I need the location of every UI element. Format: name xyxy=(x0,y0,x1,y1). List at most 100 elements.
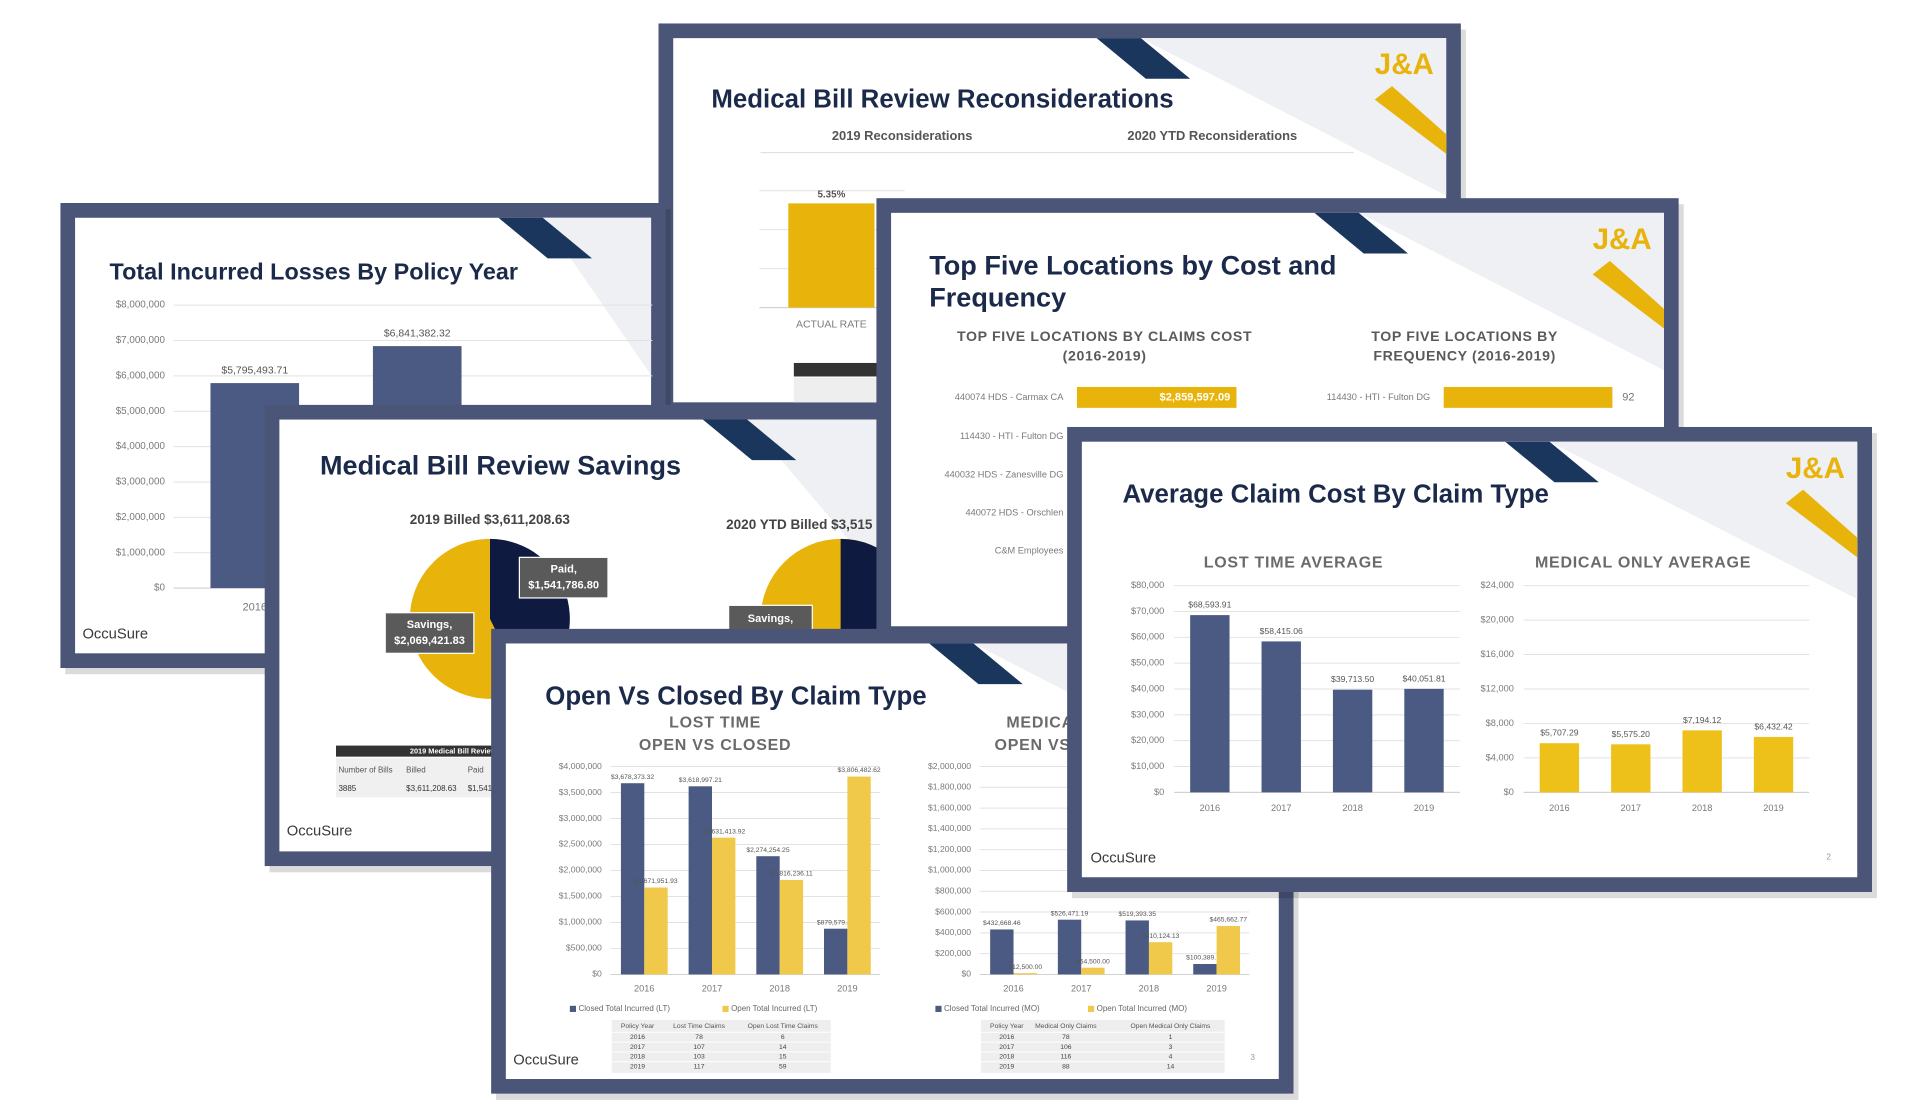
table-cell: 78 xyxy=(695,1034,703,1041)
legend-label: Open Total Incurred (MO) xyxy=(1097,1004,1188,1013)
x-tick-label: 2019 xyxy=(1206,984,1227,994)
bar xyxy=(1081,967,1105,975)
pie-label: Paid, xyxy=(550,564,576,576)
x-tick-label: 2016 xyxy=(242,602,267,614)
table-cell: 2019 xyxy=(630,1063,645,1070)
y-tick-label: $2,500,000 xyxy=(559,839,602,849)
data-label: $465,662.77 xyxy=(1210,917,1248,924)
y-tick-label: $4,000,000 xyxy=(559,761,602,771)
y-tick-label: 114430 - HTI - Fulton DG xyxy=(1327,392,1430,402)
chart-title: MEDICAL ONLY AVERAGE xyxy=(1535,555,1751,572)
bar xyxy=(1013,973,1037,975)
y-tick-label: 440032 HDS - Zanesville DG xyxy=(944,469,1063,479)
data-label: $39,713.50 xyxy=(1331,674,1374,684)
legend-swatch xyxy=(722,1005,729,1012)
y-tick-label: $0 xyxy=(1154,787,1164,797)
y-tick-label: $1,800,000 xyxy=(928,782,971,792)
table-cell: 78 xyxy=(1062,1034,1070,1041)
table-header: Open Medical Only Claims xyxy=(1131,1023,1212,1030)
data-label: $1,816,236.11 xyxy=(770,871,813,878)
table-cell: 116 xyxy=(1060,1054,1071,1061)
y-tick-label: $5,000,000 xyxy=(116,406,166,417)
legend-label: Closed Total Incurred (LT) xyxy=(578,1004,670,1013)
x-tick-label: ACTUAL RATE xyxy=(796,320,867,331)
data-label: $879,579.47 xyxy=(817,919,855,926)
y-tick-label: $20,000 xyxy=(1131,735,1164,745)
y-tick-label: $16,000 xyxy=(1481,649,1514,659)
data-label: $6,432.42 xyxy=(1754,721,1793,731)
data-label: 5.35% xyxy=(817,189,845,200)
slide-title: Total Incurred Losses By Policy Year xyxy=(110,258,518,284)
table-cell: 2018 xyxy=(999,1054,1014,1061)
data-label: $5,575.20 xyxy=(1612,729,1651,739)
pie-label: Savings, xyxy=(748,613,794,625)
y-tick-label: $40,000 xyxy=(1131,683,1164,693)
y-tick-label: $200,000 xyxy=(935,948,971,958)
logo-band xyxy=(1785,489,1858,558)
x-tick-label: 2019 xyxy=(837,984,858,994)
data-label: $519,393.35 xyxy=(1118,911,1156,918)
data-label: $5,795,493.71 xyxy=(221,366,288,377)
data-label: $7,194.12 xyxy=(1683,715,1722,725)
y-tick-label: $8,000 xyxy=(1486,718,1514,728)
y-tick-label: 114430 - HTI - Fulton DG xyxy=(960,431,1063,441)
y-tick-label: $8,000,000 xyxy=(116,300,166,311)
slide-subtitle-box: TOP FIVE LOCATIONS BY CLAIMS COST (2016-… xyxy=(957,330,1252,364)
y-tick-label: $1,500,000 xyxy=(559,891,602,901)
data-label: $6,841,382.32 xyxy=(384,329,451,340)
y-tick-label: $50,000 xyxy=(1131,658,1164,668)
x-tick-label: 2016 xyxy=(1003,984,1024,994)
table-cell: 14 xyxy=(779,1044,787,1051)
slide-subtitle: 2020 YTD Reconsiderations xyxy=(1127,128,1297,143)
y-tick-label: $800,000 xyxy=(935,886,971,896)
table-cell: 2017 xyxy=(999,1044,1014,1051)
bar xyxy=(688,786,712,975)
y-tick-label: $4,000,000 xyxy=(116,441,166,452)
legend-swatch xyxy=(935,1005,942,1012)
x-tick-label: 2016 xyxy=(1200,803,1221,813)
legend-label: Open Total Incurred (LT) xyxy=(731,1004,818,1013)
bar xyxy=(990,929,1014,975)
y-tick-label: $30,000 xyxy=(1131,709,1164,719)
x-tick-label: 2018 xyxy=(1692,803,1713,813)
data-label: $64,500.00 xyxy=(1076,958,1110,965)
table-bg xyxy=(611,1019,831,1073)
table-header: Policy Year xyxy=(621,1023,655,1030)
y-tick-label: $3,000,000 xyxy=(116,477,166,488)
y-tick-label: $1,000,000 xyxy=(559,917,602,927)
data-label: $3,618,997.21 xyxy=(679,777,722,784)
x-tick-label: 2016 xyxy=(1549,803,1570,813)
x-tick-label: 2017 xyxy=(1071,984,1092,994)
y-tick-label: $2,000,000 xyxy=(116,512,166,523)
slide: J&A Average Claim Cost By Claim Type $0 $10… xyxy=(1067,426,1872,892)
x-tick-label: 2019 xyxy=(1763,803,1784,813)
x-tick-label: 2017 xyxy=(702,984,723,994)
table-cell: $3,611,208.63 xyxy=(406,784,457,793)
slide-title: Medical Bill Review Reconsiderations xyxy=(711,86,1173,114)
chart-title: LOST TIME AVERAGE xyxy=(1204,555,1384,572)
y-tick-label: $500,000 xyxy=(566,943,602,953)
data-label: $12,500.00 xyxy=(1008,964,1042,971)
logo: J&A xyxy=(1593,223,1652,256)
bar xyxy=(788,203,875,308)
table-cell: 2016 xyxy=(630,1034,645,1041)
x-tick-label: 2017 xyxy=(1621,803,1642,813)
slide-title: Average Claim Cost By Claim Type xyxy=(1122,481,1548,509)
y-tick-label: $1,400,000 xyxy=(928,823,971,833)
y-tick-label: $0 xyxy=(1504,787,1514,797)
data-label: $2,631,413.92 xyxy=(702,828,745,835)
legend-label: Closed Total Incurred (MO) xyxy=(944,1004,1040,1013)
legend-swatch xyxy=(1088,1005,1095,1012)
y-tick-label: 440072 HDS - Orschlen xyxy=(965,507,1063,517)
x-tick-label: 2018 xyxy=(1139,984,1160,994)
data-label: $432,668.46 xyxy=(983,920,1021,927)
data-label: $2,859,597.09 xyxy=(1160,391,1231,403)
table-bg xyxy=(336,757,509,798)
chart-title: 2019 Billed $3,611,208.63 xyxy=(410,512,571,527)
table-cell: 106 xyxy=(1060,1044,1072,1051)
table-cell: 2016 xyxy=(999,1034,1014,1041)
page-number: 3 xyxy=(1250,1053,1255,1062)
y-tick-label: $12,000 xyxy=(1481,683,1514,693)
y-tick-label: $600,000 xyxy=(935,906,971,916)
